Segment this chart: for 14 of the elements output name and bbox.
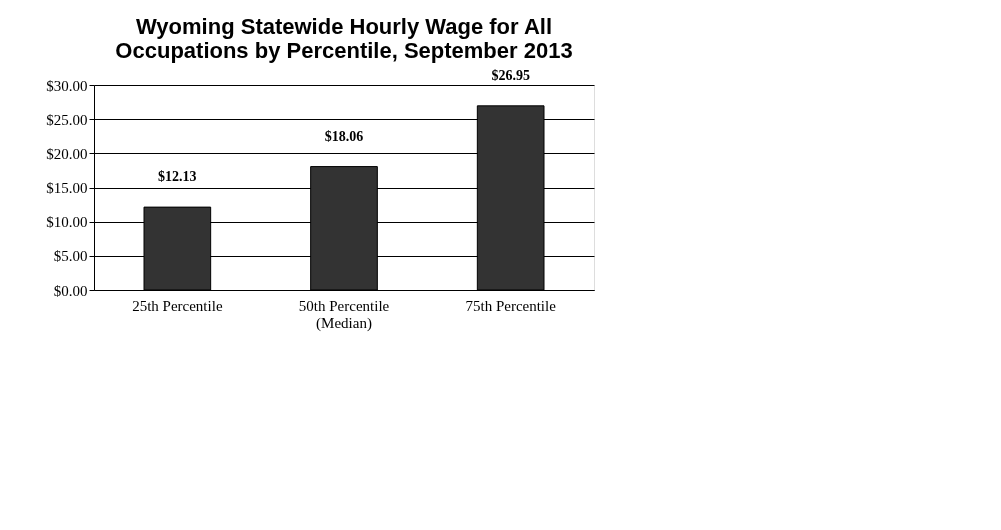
y-tick-label: $25.00 xyxy=(46,111,88,128)
data-label: $26.95 xyxy=(491,67,530,83)
data-label: $12.13 xyxy=(158,169,197,185)
y-tick-label: $5.00 xyxy=(53,248,88,265)
x-tick-label: 50th Percentile (Median) xyxy=(298,297,390,332)
chart-title: Wyoming Statewide Hourly Wage for All Occupations by Percentile, September 2013 xyxy=(115,13,573,63)
y-tick-label: $0.00 xyxy=(53,282,88,299)
x-tick-label: 25th Percentile xyxy=(132,297,223,314)
y-tick-label: $10.00 xyxy=(46,214,88,231)
x-tick-label: 75th Percentile xyxy=(465,297,557,314)
data-label: $18.06 xyxy=(324,128,364,144)
y-tick-label: $30.00 xyxy=(46,77,88,94)
y-tick-label: $15.00 xyxy=(46,180,88,196)
y-tick-label: $20.00 xyxy=(46,145,88,162)
